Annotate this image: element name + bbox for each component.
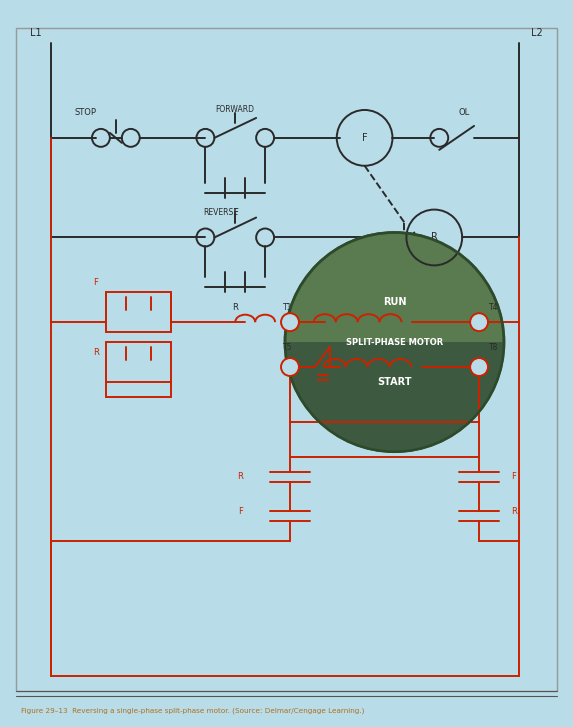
Text: Figure 29–13  Reversing a single-phase split-phase motor. (Source: Delmar/Cengag: Figure 29–13 Reversing a single-phase sp… — [21, 707, 364, 714]
Text: R: R — [232, 302, 238, 312]
Text: STOP: STOP — [75, 108, 97, 118]
Text: OL: OL — [458, 108, 470, 118]
Circle shape — [281, 358, 299, 376]
Text: L2: L2 — [531, 28, 543, 39]
Text: RUN: RUN — [383, 297, 406, 308]
Text: R: R — [511, 507, 517, 516]
Circle shape — [470, 313, 488, 331]
Text: R: R — [93, 348, 99, 356]
Circle shape — [285, 233, 504, 451]
Text: T5: T5 — [283, 342, 293, 352]
Text: T4: T4 — [489, 302, 499, 312]
Text: REVERSE: REVERSE — [203, 208, 238, 217]
Text: L1: L1 — [30, 28, 42, 39]
Text: START: START — [377, 377, 412, 387]
Wedge shape — [285, 342, 504, 451]
Text: T1: T1 — [283, 302, 293, 312]
Text: SPLIT-PHASE MOTOR: SPLIT-PHASE MOTOR — [346, 337, 443, 347]
Circle shape — [281, 313, 299, 331]
Text: FORWARD: FORWARD — [216, 105, 255, 114]
Text: F: F — [233, 208, 238, 217]
Text: R: R — [237, 472, 243, 481]
Circle shape — [470, 358, 488, 376]
Text: R: R — [431, 233, 438, 243]
Text: F: F — [93, 278, 99, 287]
Text: T8: T8 — [489, 342, 499, 352]
Text: F: F — [362, 133, 367, 143]
Text: F: F — [238, 507, 242, 516]
Text: F: F — [512, 472, 516, 481]
